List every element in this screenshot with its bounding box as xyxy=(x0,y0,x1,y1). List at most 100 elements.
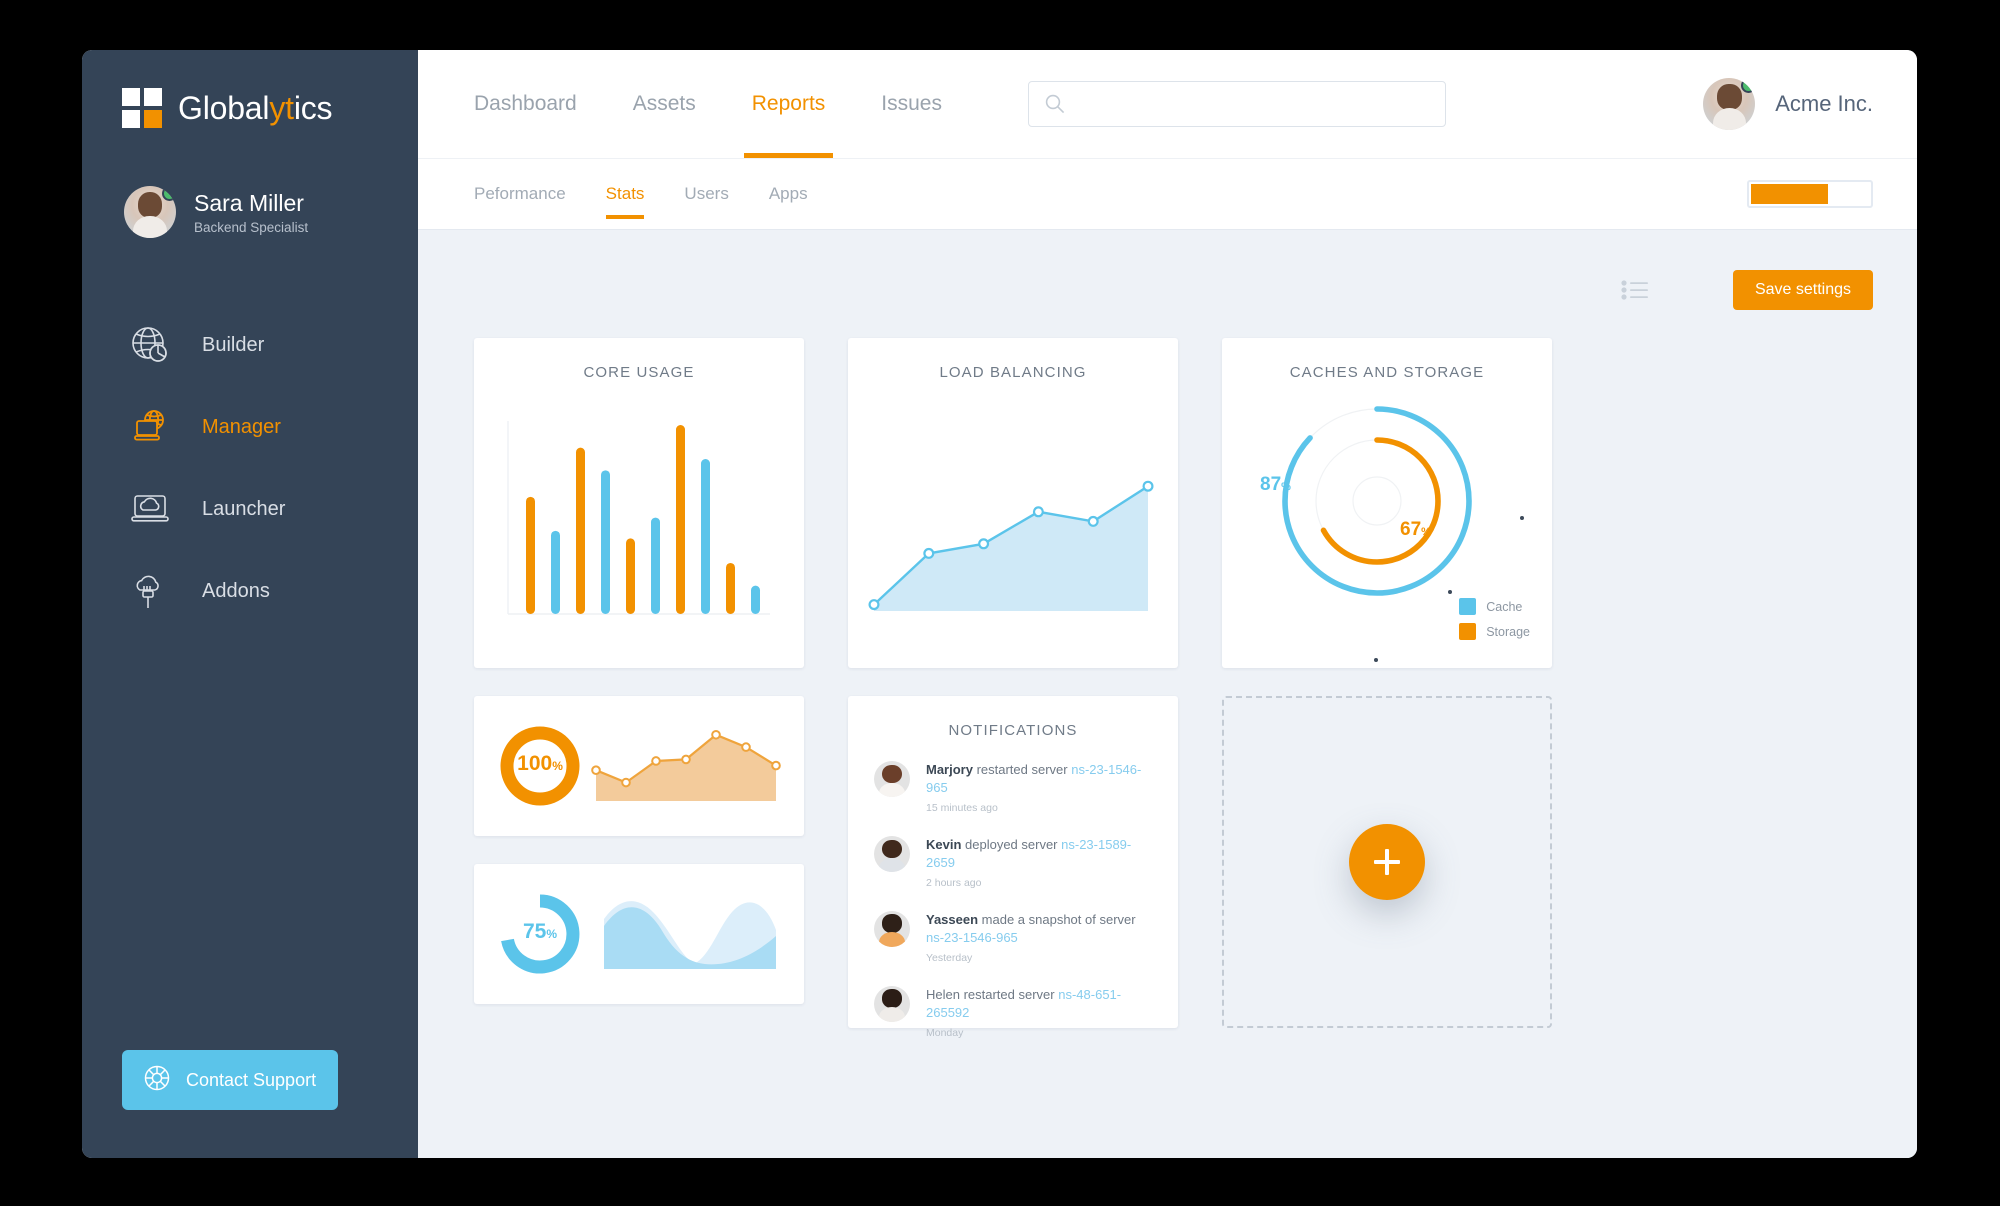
card-title: LOAD BALANCING xyxy=(939,364,1087,381)
user-profile[interactable]: Sara Miller Backend Specialist xyxy=(82,128,418,238)
notification-user: Yasseen xyxy=(926,911,979,927)
decorative-dot xyxy=(1520,516,1524,520)
bar xyxy=(526,496,535,614)
notification-text: Marjory restarted server ns-23-1546-965 xyxy=(926,761,1152,798)
card-gauge-75: 75% xyxy=(474,864,804,1004)
notification-item[interactable]: Marjory restarted server ns-23-1546-965 1… xyxy=(874,761,1152,814)
data-point xyxy=(741,742,751,752)
laptop-cloud-icon xyxy=(126,485,174,533)
caches-inner-unit: % xyxy=(1421,526,1431,538)
bar xyxy=(601,470,610,614)
data-point xyxy=(771,760,781,771)
sidebar-item-builder[interactable]: Builder xyxy=(82,304,418,386)
nav-issues[interactable]: Issues xyxy=(881,92,942,115)
legend-swatch xyxy=(1459,623,1477,640)
brand-part-2: yt xyxy=(269,89,294,126)
data-point xyxy=(1142,480,1154,492)
profile-text: Sara Miller Backend Specialist xyxy=(194,189,308,236)
notification-action: made a snapshot of server xyxy=(978,911,1136,927)
sidebar-item-addons[interactable]: Addons xyxy=(82,550,418,632)
nav-reports[interactable]: Reports xyxy=(743,50,833,158)
notification-text: Kevin deployed server ns-23-1589-2659 xyxy=(926,836,1152,873)
column-three: CACHES AND STORAGE 87% 67% xyxy=(1222,338,1552,1028)
column-two: LOAD BALANCING NOTIFICATIONS Marjory res… xyxy=(848,338,1178,1039)
tab-apps[interactable]: Apps xyxy=(768,184,808,203)
search-input[interactable] xyxy=(1028,81,1446,127)
legend-label: Storage xyxy=(1486,624,1530,639)
notification-action: deployed server xyxy=(961,836,1062,852)
notification-server-link[interactable]: ns-48-651-265592 xyxy=(926,986,1122,1021)
notification-server-link[interactable]: ns-23-1546-965 xyxy=(926,762,1142,796)
caches-outer-label: 87% xyxy=(1260,474,1291,496)
data-point xyxy=(591,765,601,775)
org-name: Acme Inc. xyxy=(1775,91,1873,116)
legend-swatch xyxy=(1459,598,1477,615)
brand-part-1: Global xyxy=(178,89,270,126)
data-point xyxy=(681,754,691,765)
legend-entry-cache: Cache xyxy=(1459,598,1530,615)
card-title: CACHES AND STORAGE xyxy=(1289,364,1485,381)
grid-logo-icon xyxy=(122,88,162,128)
brand-logo[interactable]: Globalytics xyxy=(82,50,418,128)
tab-peformance[interactable]: Peformance xyxy=(474,184,566,203)
org-switcher[interactable]: Acme Inc. xyxy=(1703,78,1873,130)
brand-part-3: ics xyxy=(293,89,333,126)
bar xyxy=(676,425,685,614)
primary-nav: Dashboard Assets Reports Issues xyxy=(474,50,942,158)
sidebar-item-manager[interactable]: Manager xyxy=(82,386,418,468)
gauge-100-chart xyxy=(500,726,781,806)
sidebar-item-launcher[interactable]: Launcher xyxy=(82,468,418,550)
gauge-75-value: 75 xyxy=(522,920,547,943)
nav-dashboard[interactable]: Dashboard xyxy=(474,92,577,115)
notification-time: 15 minutes ago xyxy=(926,801,998,814)
gauge-75-unit: % xyxy=(546,927,558,941)
card-title: CORE USAGE xyxy=(583,364,695,381)
card-load-balancing: LOAD BALANCING xyxy=(848,338,1178,668)
globe-pie-icon xyxy=(126,321,174,369)
add-card-placeholder[interactable] xyxy=(1222,696,1552,1028)
save-settings-button[interactable]: Save settings xyxy=(1732,270,1873,310)
secondary-tabs: Peformance Stats Users Apps xyxy=(474,159,808,229)
lifebuoy-icon xyxy=(142,1063,172,1098)
card-title: NOTIFICATIONS xyxy=(948,722,1078,739)
notification-server-link[interactable]: ns-23-1546-965 xyxy=(926,930,1018,946)
data-point xyxy=(651,756,661,766)
notification-server-link[interactable]: ns-23-1589-2659 xyxy=(926,836,1132,871)
notification-item[interactable]: Helen restarted server ns-48-651-265592 M… xyxy=(874,985,1152,1039)
notification-item[interactable]: Kevin deployed server ns-23-1589-2659 2 h… xyxy=(874,835,1152,889)
load-balancing-chart xyxy=(868,480,1154,611)
grid-view-icon[interactable] xyxy=(1677,275,1707,305)
laptop-globe-icon xyxy=(126,403,174,451)
bar xyxy=(626,538,635,614)
gauge-75-chart xyxy=(501,894,776,974)
sidebar: Globalytics Sara Miller Backend Speciali… xyxy=(82,50,418,1158)
nav-assets[interactable]: Assets xyxy=(632,92,696,115)
bar xyxy=(751,585,760,614)
list-view-icon[interactable] xyxy=(1621,278,1651,302)
contact-support-label: Contact Support xyxy=(186,1069,317,1090)
online-status-dot xyxy=(162,186,176,201)
content-toolbar: Save settings xyxy=(474,264,1873,316)
decorative-dot xyxy=(1374,658,1378,662)
notification-item[interactable]: Yasseen made a snapshot of server ns-23-… xyxy=(874,910,1152,964)
cards-grid: CORE USAGE xyxy=(474,338,1873,1039)
tab-stats[interactable]: Stats xyxy=(605,159,644,229)
legend-label: Cache xyxy=(1486,599,1523,614)
brand-name: Globalytics xyxy=(178,89,333,127)
gauge-100-value: 100 xyxy=(517,752,553,775)
notification-user: Kevin xyxy=(926,836,962,852)
avatar xyxy=(874,835,910,872)
tab-users[interactable]: Users xyxy=(684,184,729,203)
avatar xyxy=(874,761,910,797)
caches-inner-value: 67 xyxy=(1400,519,1422,540)
bar xyxy=(551,530,560,614)
contact-support-button[interactable]: Contact Support xyxy=(122,1050,338,1110)
data-point xyxy=(621,777,631,788)
add-card-button[interactable] xyxy=(1349,824,1425,900)
online-status-dot xyxy=(1741,78,1756,93)
column-one: CORE USAGE xyxy=(474,338,804,1028)
search-container xyxy=(1028,81,1446,127)
notification-time: Monday xyxy=(926,1026,964,1039)
notification-user: Helen xyxy=(926,986,960,1002)
gauge-100-unit: % xyxy=(552,759,563,773)
